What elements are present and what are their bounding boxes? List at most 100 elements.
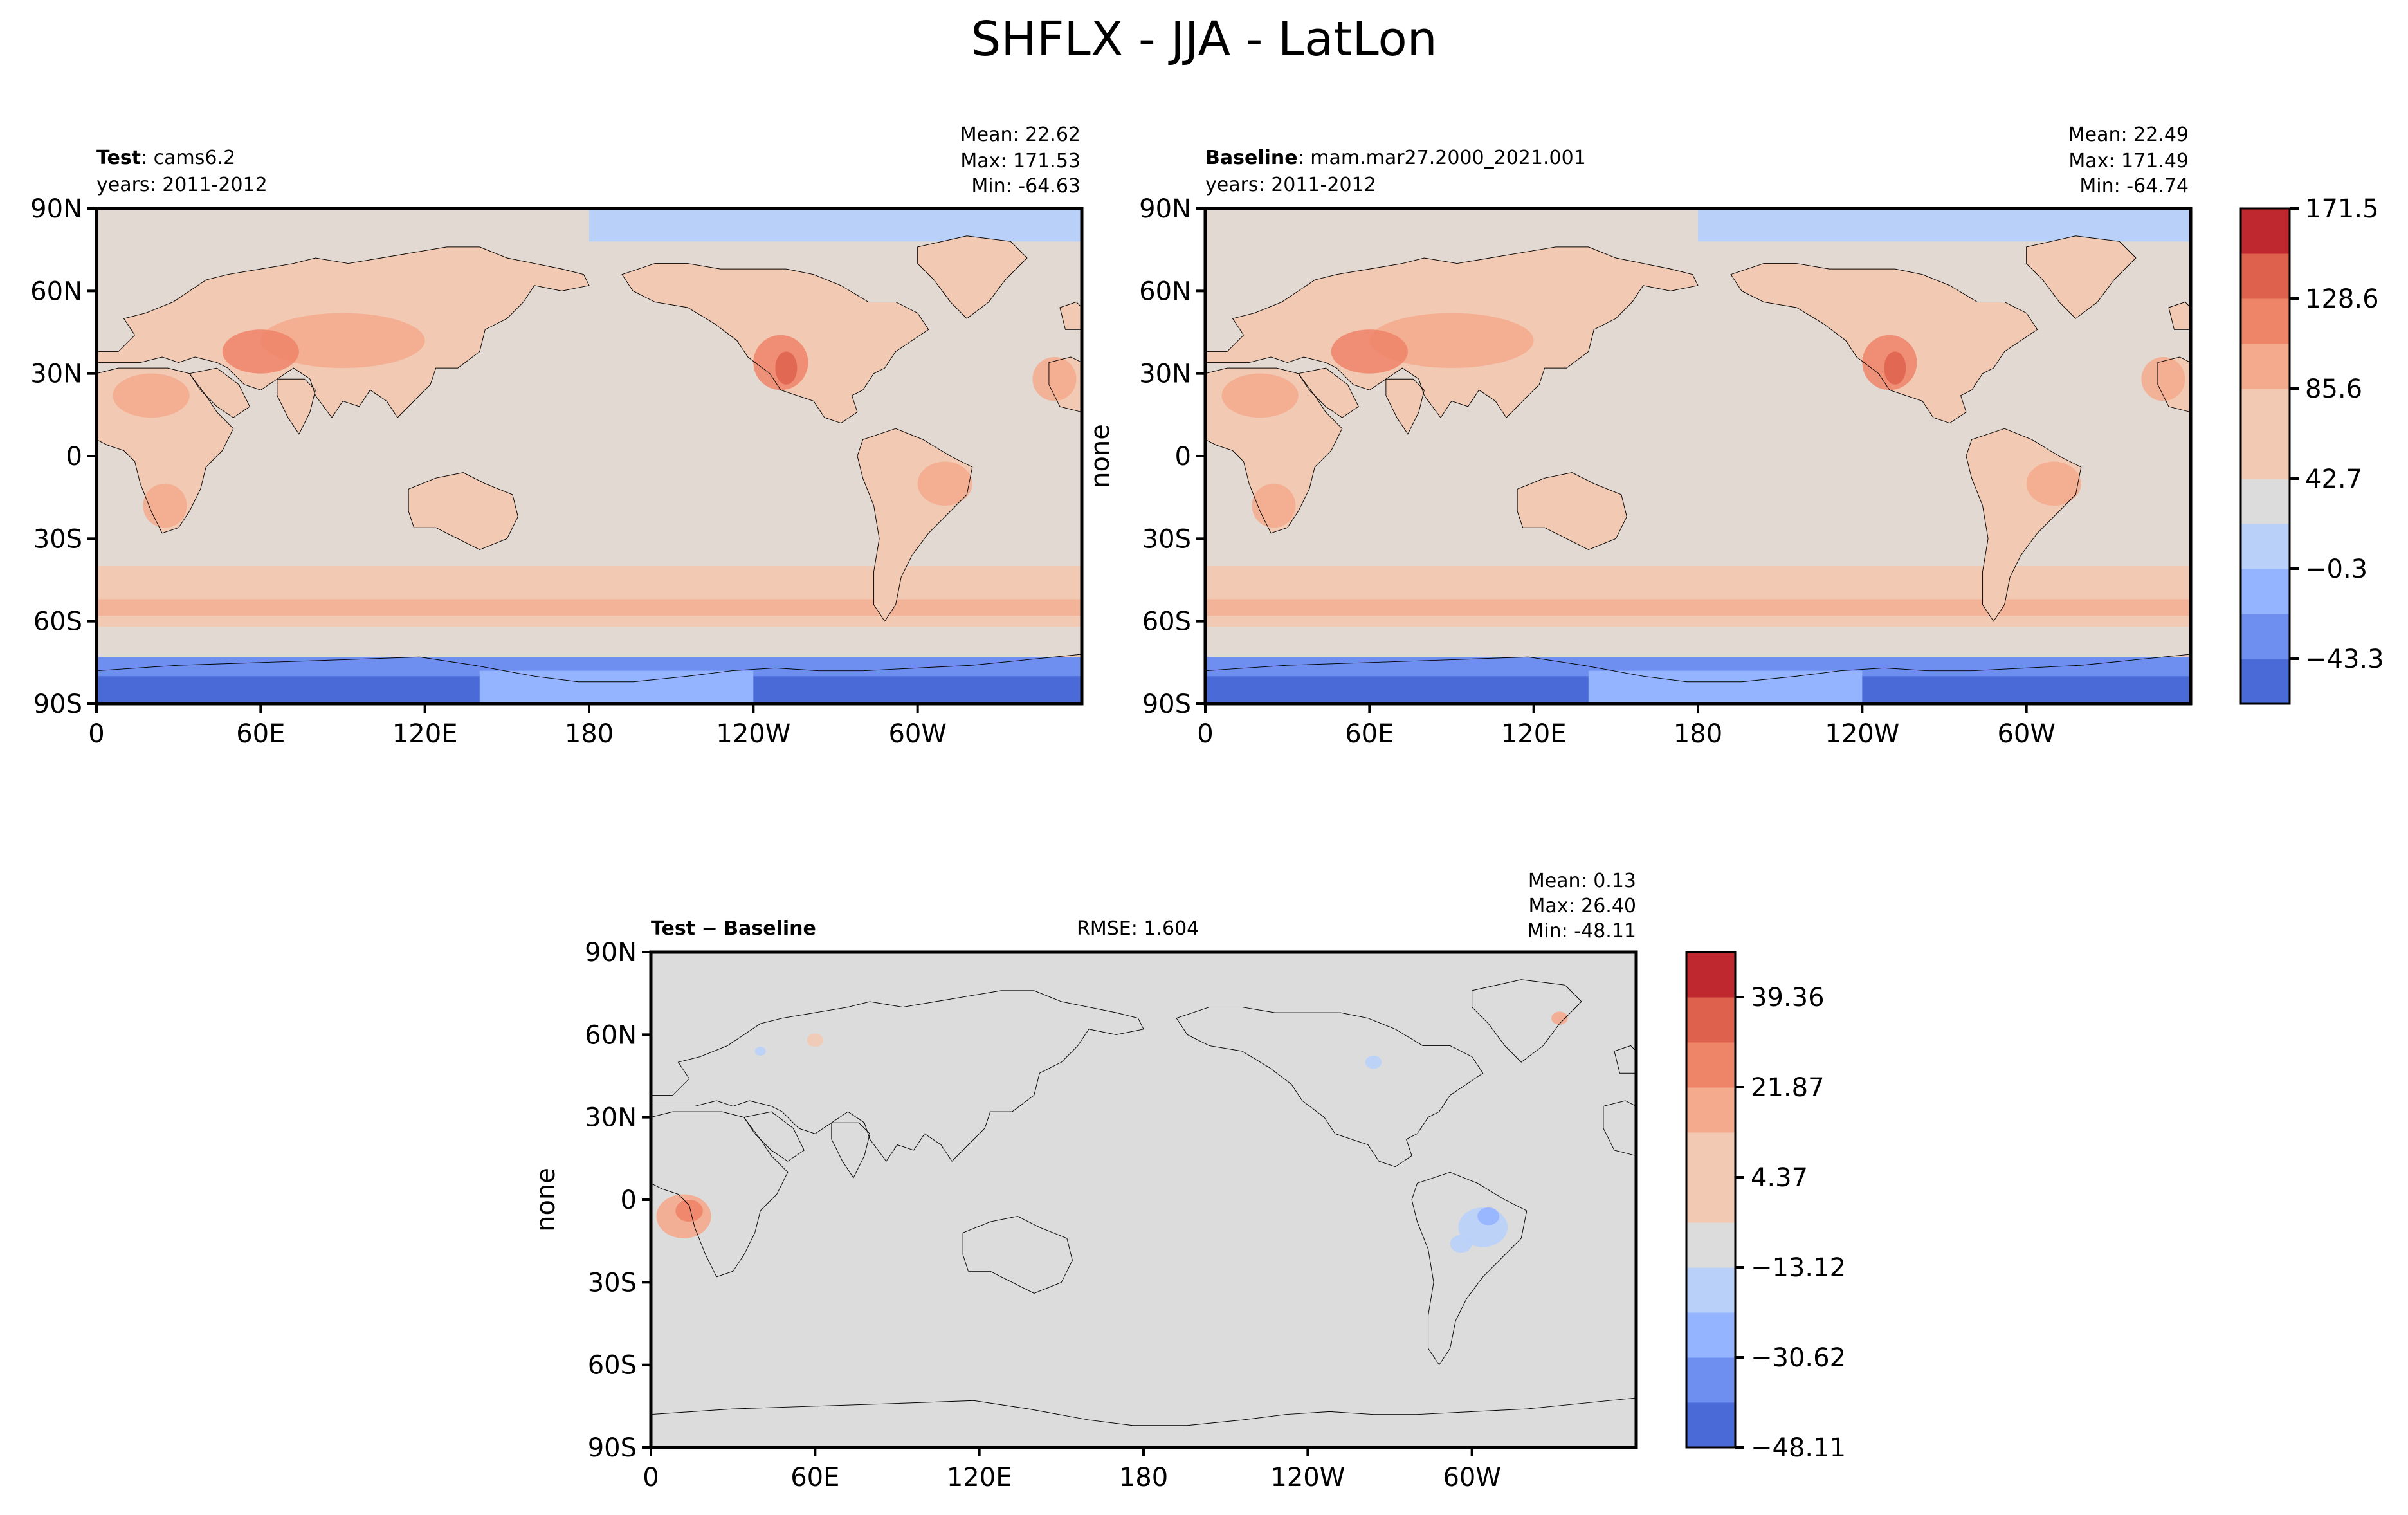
baseline-ytick-label: 0 <box>1175 442 1191 472</box>
diff-xtick-label: 120E <box>947 1463 1012 1492</box>
baseline-coastlines <box>1205 236 2191 704</box>
diff-rmse: RMSE: 1.604 <box>1077 917 1199 940</box>
diff-xtick-label: 0 <box>643 1463 659 1492</box>
test-mean: Mean: 22.62 <box>960 124 1081 146</box>
test-xtick-label: 0 <box>88 719 104 749</box>
baseline-hotspot <box>1252 483 1296 528</box>
diff-anomaly <box>1450 1235 1472 1253</box>
diff-colorbar-segment <box>1686 1357 1735 1403</box>
test-hotspot <box>917 461 972 506</box>
mean-colorbar-tick-label: 128.6 <box>2305 284 2379 314</box>
diff-background <box>651 952 1636 1447</box>
baseline-antarctica-ross <box>1588 670 1863 704</box>
test-hotspot <box>113 373 190 418</box>
diff-ytick-label: 60S <box>588 1351 637 1381</box>
diff-colorbar-segment <box>1686 997 1735 1043</box>
diff-xtick-label: 120W <box>1270 1463 1345 1492</box>
diff-anomaly <box>1477 1207 1500 1226</box>
mean-colorbar-segment <box>2241 298 2290 344</box>
baseline-ytick-label: 30S <box>1142 524 1191 554</box>
test-antarctica-ross <box>479 670 754 704</box>
diff-anomaly <box>675 1200 703 1222</box>
diff-ytick-label: 30N <box>585 1103 637 1133</box>
test-hotspot <box>1032 357 1077 401</box>
diff-colorbar-tick-label: −30.62 <box>1751 1343 1846 1373</box>
diff-colorbar-segment <box>1686 1222 1735 1268</box>
baseline-ytick-label: 90S <box>1142 690 1191 719</box>
diff-map: 0 60E 120E 180 120W 60W 90N 60N 30N 0 30S 60S 90S non… <box>531 938 1638 1492</box>
mean-colorbar-tick-label: 171.5 <box>2305 194 2379 224</box>
diff-colorbar-tick-label: 21.87 <box>1751 1073 1825 1103</box>
test-hotspot <box>775 351 798 385</box>
baseline-hotspot <box>1221 373 1299 418</box>
baseline-xtick-label: 120W <box>1825 719 1899 749</box>
mean-colorbar-segment <box>2241 434 2290 479</box>
baseline-southern-band-strong <box>1205 599 2191 616</box>
diff-xtick-label: 180 <box>1119 1463 1168 1492</box>
diff-ytick-label: 90N <box>585 938 637 968</box>
baseline-ytick-label: 60S <box>1142 607 1191 637</box>
test-hotspot <box>260 313 425 369</box>
diff-colorbar-tick-label: 39.36 <box>1751 983 1825 1013</box>
baseline-hotspot <box>1884 351 1906 385</box>
baseline-hotspot <box>1331 329 1408 374</box>
diff-coastlines <box>651 980 1636 1447</box>
baseline-arctic-cool <box>1698 208 2191 242</box>
test-southern-band-strong <box>96 599 1082 616</box>
figure-title: SHFLX - JJA - LatLon <box>971 12 1437 67</box>
test-max: Max: 171.53 <box>960 150 1081 172</box>
baseline-min: Min: -64.74 <box>2079 175 2189 197</box>
mean-colorbar-tick-label: 42.7 <box>2305 464 2362 494</box>
baseline-panel-label: Baseline: mam.mar27.2000_2021.001 <box>1205 147 1586 169</box>
baseline-field <box>1205 208 2191 704</box>
diff-anomaly <box>807 1033 824 1047</box>
test-ytick-label: 0 <box>66 442 82 472</box>
diff-anomaly <box>1365 1055 1382 1069</box>
diff-ytick-label: 90S <box>588 1433 637 1463</box>
diff-xtick-label: 60W <box>1443 1463 1500 1492</box>
baseline-ytick-label: 30N <box>1139 360 1191 389</box>
diff-ytick-label: 0 <box>621 1186 637 1215</box>
diff-colorbar-frame <box>1685 951 1737 1449</box>
mean-colorbar-segment <box>2241 479 2290 524</box>
diff-colorbar-segment <box>1686 1132 1735 1178</box>
baseline-max: Max: 171.49 <box>2068 150 2189 172</box>
diff-mean: Mean: 0.13 <box>1528 870 1636 892</box>
baseline-xtick-label: 0 <box>1197 719 1213 749</box>
diff-ytick-label: 30S <box>588 1268 637 1298</box>
mean-colorbar-segment <box>2241 389 2290 434</box>
mean-colorbar-segment <box>2241 524 2290 569</box>
diff-colorbar-segment <box>1686 1177 1735 1223</box>
baseline-ytick-label: 90N <box>1139 194 1191 224</box>
test-map: 0 60E 120E 180 120W 60W 90N 60N 30N 0 30S 60S 90S <box>30 194 1084 749</box>
test-ytick-label: 90S <box>33 690 82 719</box>
baseline-ytick-label: 60N <box>1139 277 1191 306</box>
mean-colorbar-segment <box>2241 614 2290 659</box>
map-panels: 0 60E 120E 180 120W 60W 90N 60N 30N 0 30S 60S 90S <box>30 194 2193 1492</box>
test-ytick-label: 30S <box>33 524 82 554</box>
test-antarctica-cold <box>96 657 1082 704</box>
baseline-map: 0 60E 120E 180 120W 60W 90N 60N 30N 0 30S 60S 90S non… <box>1086 194 2193 749</box>
diff-colorbar-segment <box>1686 1042 1735 1088</box>
mean-colorbar-segment <box>2241 344 2290 389</box>
mean-colorbar-tick-label: −0.3 <box>2305 555 2367 584</box>
diff-colorbar-segment <box>1686 1402 1735 1448</box>
test-xtick-label: 60W <box>888 719 946 749</box>
test-panel-years: years: 2011-2012 <box>96 174 268 196</box>
test-xtick-label: 120E <box>392 719 458 749</box>
diff-xtick-label: 60E <box>790 1463 839 1492</box>
test-xtick-label: 120W <box>716 719 790 749</box>
test-xtick-label: 60E <box>236 719 285 749</box>
test-southern-band <box>96 566 1082 627</box>
mean-colorbar-tick-label: −43.3 <box>2305 645 2384 674</box>
test-hotspot <box>222 329 299 374</box>
mean-colorbar-segment <box>2241 253 2290 299</box>
test-panel-label: Test: cams6.2 <box>96 147 236 169</box>
baseline-xtick-label: 180 <box>1674 719 1722 749</box>
diff-colorbar-segment <box>1686 952 1735 998</box>
test-hotspot <box>143 483 187 528</box>
baseline-xtick-label: 120E <box>1501 719 1567 749</box>
diff-colorbar-tick-label: −48.11 <box>1751 1433 1846 1463</box>
baseline-xtick-label: 60W <box>1997 719 2055 749</box>
